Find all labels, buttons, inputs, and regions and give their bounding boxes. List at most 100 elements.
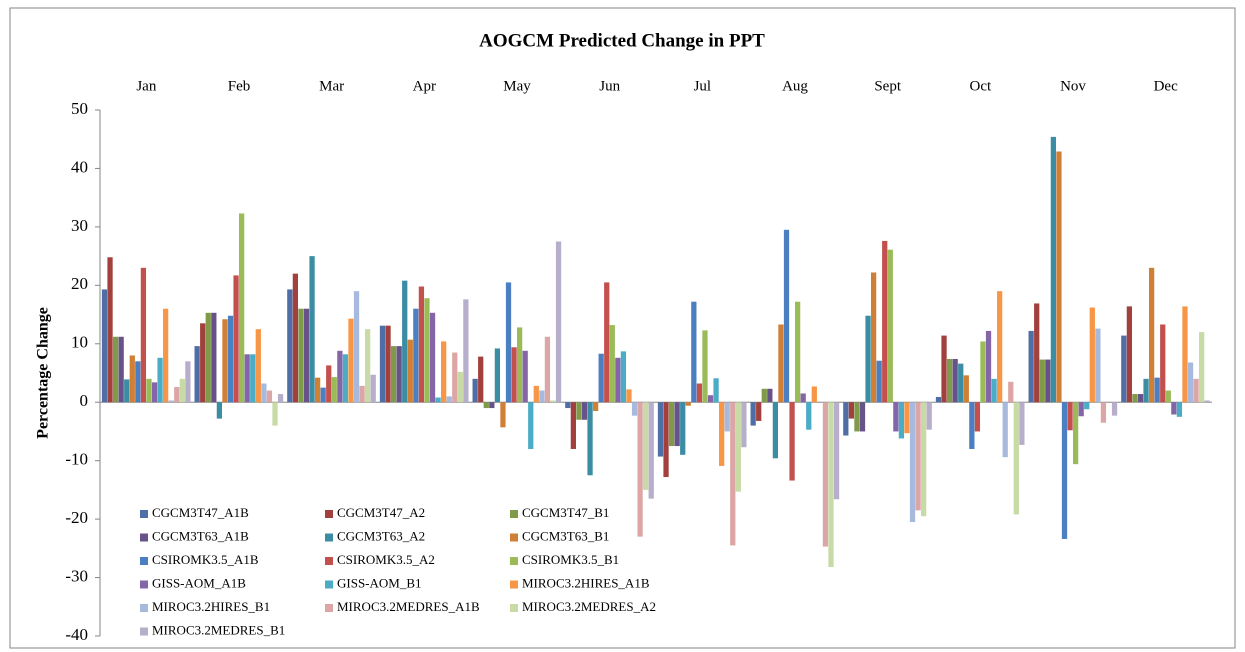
bar: [550, 400, 556, 403]
bar: [756, 402, 762, 421]
legend-swatch: [510, 510, 518, 518]
bar: [1050, 136, 1057, 403]
bar: [1176, 402, 1183, 417]
bar: [483, 402, 489, 409]
bar: [1067, 402, 1073, 431]
bar: [1039, 359, 1045, 403]
bar: [648, 402, 654, 499]
bar: [707, 395, 714, 403]
legend-label: MIROC3.2MEDRES_B1: [152, 622, 285, 637]
bar: [767, 388, 773, 403]
bar: [337, 350, 343, 403]
bar: [604, 282, 610, 403]
bar: [1193, 378, 1199, 403]
bar: [795, 301, 801, 403]
bar: [806, 402, 812, 430]
bar: [946, 358, 953, 403]
bar: [244, 354, 250, 403]
legend-label: CGCM3T47_B1: [522, 505, 609, 520]
legend-label: CSIROMK3.5_A2: [337, 552, 435, 567]
bar: [1154, 377, 1160, 403]
x-tick-label: Oct: [969, 78, 991, 94]
legend-swatch: [510, 604, 518, 612]
bar: [1111, 402, 1118, 416]
y-tick-label: -20: [65, 508, 88, 527]
bar: [272, 402, 278, 426]
bar: [135, 361, 141, 403]
bar: [565, 402, 571, 409]
bar: [292, 273, 299, 403]
bar: [303, 308, 310, 403]
bar: [637, 402, 643, 537]
bar: [778, 324, 784, 403]
bar: [205, 312, 211, 403]
legend-swatch: [140, 533, 148, 542]
bar: [320, 387, 326, 403]
bar: [657, 402, 664, 457]
x-tick-label: Nov: [1060, 78, 1086, 94]
bar: [833, 402, 840, 500]
bar: [124, 379, 130, 403]
bar: [463, 299, 469, 403]
bar: [1165, 390, 1171, 403]
bar: [522, 350, 528, 403]
legend-swatch: [140, 510, 148, 518]
bar: [811, 386, 817, 403]
bar: [963, 375, 969, 403]
bar: [772, 402, 779, 459]
bar: [1034, 303, 1040, 403]
bar: [370, 374, 376, 403]
bar: [598, 353, 604, 403]
bar: [952, 358, 958, 403]
y-tick-label: 10: [71, 333, 88, 352]
bar: [935, 396, 942, 403]
x-tick-label: Aug: [782, 78, 808, 94]
bar: [407, 339, 413, 403]
bar: [680, 402, 686, 455]
bar: [200, 323, 206, 403]
legend-swatch: [510, 533, 518, 542]
bar: [865, 315, 871, 403]
bar: [517, 327, 523, 403]
bar: [904, 402, 910, 434]
bar: [424, 298, 430, 403]
bar: [1121, 335, 1127, 403]
y-tick-label: 30: [71, 216, 88, 235]
bar: [528, 402, 534, 449]
bar: [353, 291, 360, 403]
bar: [441, 341, 447, 403]
bar: [359, 385, 365, 403]
legend-swatch: [140, 627, 148, 636]
bar: [418, 286, 425, 403]
bar: [941, 335, 947, 403]
bar: [1056, 151, 1062, 403]
legend-label: CGCM3T47_A1B: [152, 505, 249, 520]
bar: [576, 402, 582, 420]
bar: [719, 402, 725, 466]
bar: [107, 257, 113, 403]
bar: [668, 402, 675, 447]
bar: [555, 241, 562, 403]
legend-label: CGCM3T47_A2: [337, 505, 425, 520]
bar: [101, 289, 108, 403]
bar: [168, 400, 174, 403]
legend-swatch: [325, 580, 333, 589]
bar: [309, 256, 315, 403]
bar: [222, 319, 228, 403]
bar: [980, 341, 986, 403]
bar: [326, 365, 332, 403]
bar: [163, 308, 169, 403]
y-tick-label: 0: [80, 391, 89, 410]
bar: [663, 402, 669, 478]
x-tick-label: May: [503, 78, 531, 94]
y-tick-label: 50: [71, 99, 88, 118]
bar: [174, 387, 180, 403]
bar: [620, 351, 627, 403]
legend-label: CSIROMK3.5_A1B: [152, 552, 259, 567]
bar: [958, 363, 964, 403]
x-tick-label: Jan: [136, 78, 156, 94]
bar: [898, 402, 905, 439]
bar: [685, 402, 691, 406]
bar: [261, 383, 267, 403]
